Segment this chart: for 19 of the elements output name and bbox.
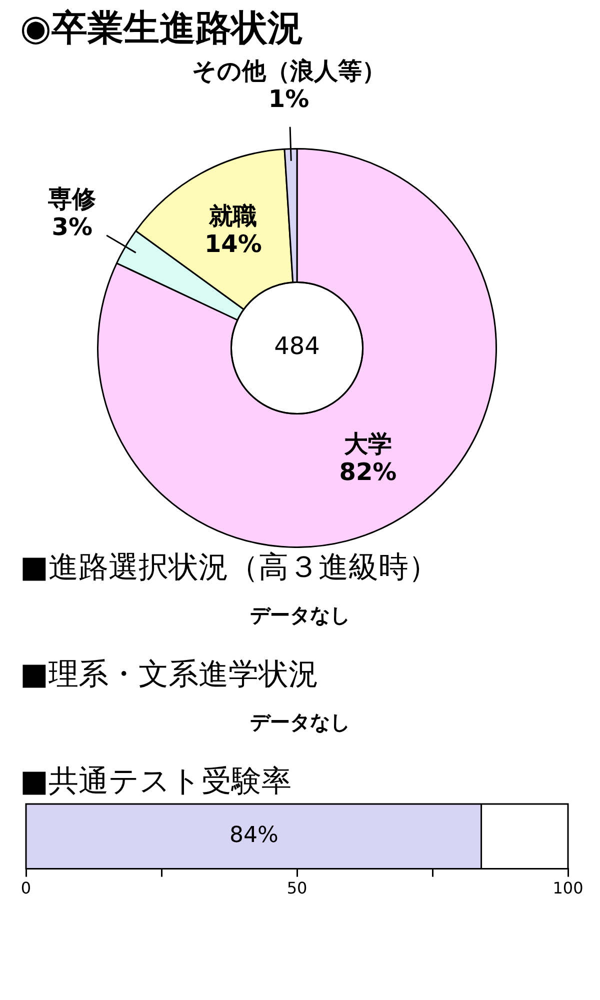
x-tick-label: 50 <box>286 878 308 898</box>
chart-title: ■共通テスト受験率 <box>19 763 292 801</box>
data-label: 14% <box>204 230 262 258</box>
x-tick-label: 100 <box>552 878 584 898</box>
text: ■進路選択状況（高３進級時） <box>19 549 440 587</box>
data-label: 84% <box>230 823 278 848</box>
text: データなし <box>249 709 351 736</box>
slice-label: 専修 <box>47 185 98 214</box>
data-label: 3% <box>52 213 93 242</box>
data-label: 1% <box>268 85 310 114</box>
text: データなし <box>249 602 351 629</box>
slice-label: 就職 <box>208 202 258 230</box>
data-label: 82% <box>339 458 397 486</box>
chart-title: ◉卒業生進路状況 <box>19 7 304 51</box>
slice-label: 大学 <box>344 430 392 458</box>
text: 484 <box>274 332 320 360</box>
x-tick-label: 0 <box>20 878 32 898</box>
slice-label: その他（浪人等） <box>192 57 386 86</box>
text: ■理系・文系進学状況 <box>19 656 320 694</box>
